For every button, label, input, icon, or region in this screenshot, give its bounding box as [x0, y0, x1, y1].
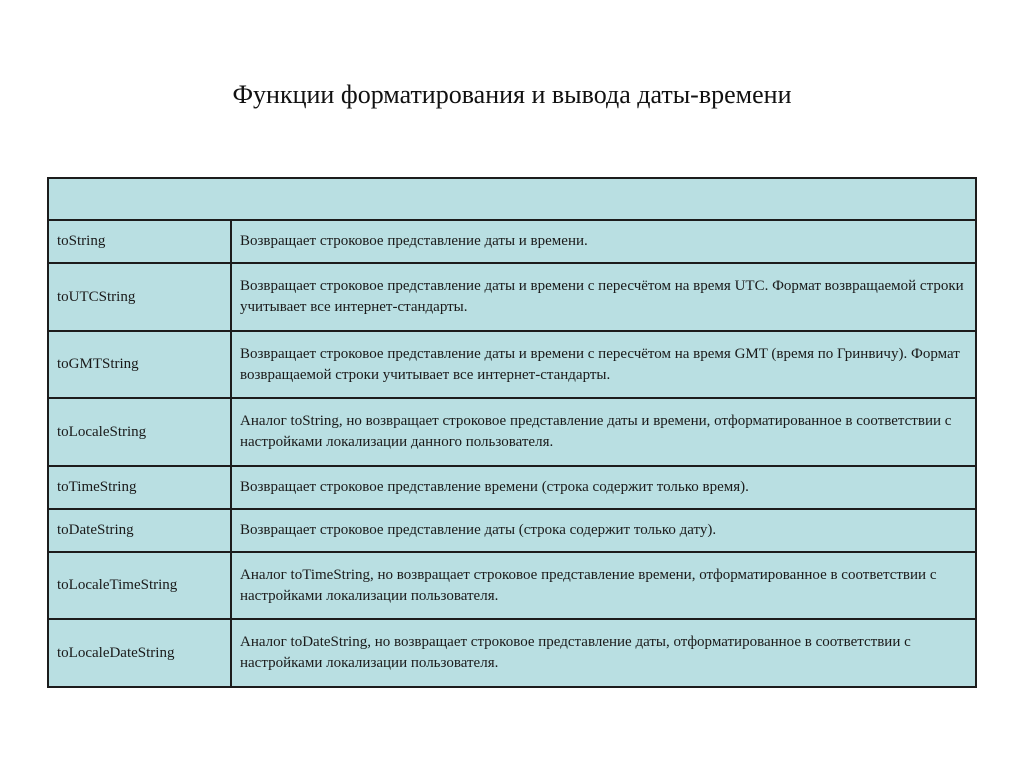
function-name: toUTCString [47, 262, 232, 332]
table-row: toUTCString Возвращает строковое предста… [47, 262, 977, 332]
table-row: toDateString Возвращает строковое предст… [47, 508, 977, 553]
table-header-cell [47, 177, 977, 221]
slide-title: Функции форматирования и вывода даты-вре… [232, 80, 792, 109]
function-description: Возвращает строковое представление даты … [230, 219, 977, 264]
table-row: toLocaleDateString Аналог toDateString, … [47, 618, 977, 688]
function-name: toTimeString [47, 465, 232, 510]
function-description: Возвращает строковое представление даты … [230, 508, 977, 553]
table-row: toLocaleString Аналог toString, но возвр… [47, 397, 977, 467]
function-description: Аналог toString, но возвращает строковое… [230, 397, 977, 467]
function-name: toDateString [47, 508, 232, 553]
table-row: toLocaleTimeString Аналог toTimeString, … [47, 551, 977, 620]
function-description: Аналог toDateString, но возвращает строк… [230, 618, 977, 688]
function-description: Аналог toTimeString, но возвращает строк… [230, 551, 977, 620]
function-description: Возвращает строковое представление време… [230, 465, 977, 510]
function-description: Возвращает строковое представление даты … [230, 330, 977, 399]
date-functions-table: toString Возвращает строковое представле… [47, 177, 977, 688]
function-name: toLocaleString [47, 397, 232, 467]
function-name: toString [47, 219, 232, 264]
table-header-row [47, 177, 977, 221]
table-row: toTimeString Возвращает строковое предст… [47, 465, 977, 510]
function-name: toGMTString [47, 330, 232, 399]
table-row: toGMTString Возвращает строковое предста… [47, 330, 977, 399]
function-description: Возвращает строковое представление даты … [230, 262, 977, 332]
function-name: toLocaleTimeString [47, 551, 232, 620]
function-name: toLocaleDateString [47, 618, 232, 688]
table-row: toString Возвращает строковое представле… [47, 219, 977, 264]
